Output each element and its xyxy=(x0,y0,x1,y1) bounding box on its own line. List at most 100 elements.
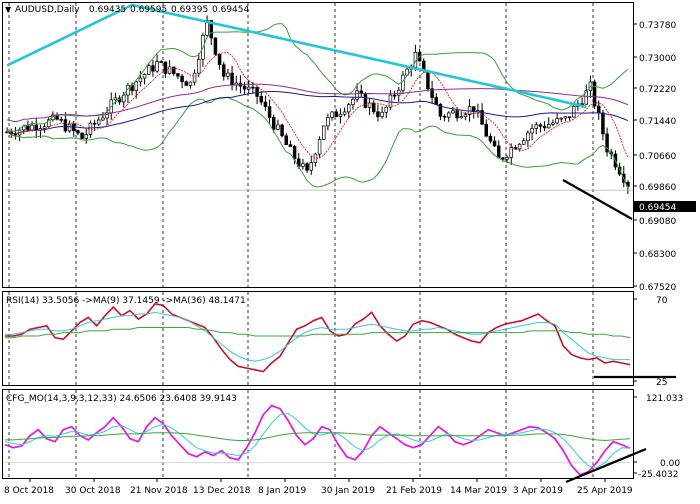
candle-body xyxy=(180,75,184,83)
candle-body xyxy=(251,86,255,89)
candle-body xyxy=(155,61,159,72)
moving-average-navy xyxy=(6,91,629,135)
candle-body xyxy=(517,143,522,150)
candle-body xyxy=(142,74,147,79)
bollinger-lower-band xyxy=(6,96,629,189)
x-tick-label: 30 Jan 2019 xyxy=(321,486,375,496)
candle-body xyxy=(84,134,88,139)
candle-body xyxy=(242,85,247,90)
candle-body xyxy=(605,133,609,153)
candle-body xyxy=(571,106,576,118)
price-trendline xyxy=(562,179,633,220)
oscillator-tick-label: -25.4032 xyxy=(638,470,678,480)
candle-body xyxy=(526,132,530,141)
candle-body xyxy=(317,139,322,155)
candle-body xyxy=(280,124,284,137)
rsi-ma-fast-line xyxy=(5,311,630,362)
oscillator-tick-label: 0.00 xyxy=(660,459,680,469)
candle-body xyxy=(509,147,514,158)
ohlc-high: 0.69595 xyxy=(130,5,167,15)
candle-body xyxy=(555,118,559,124)
price-tick-label: 0.72220 xyxy=(639,85,676,95)
candle-body xyxy=(596,105,601,114)
candle-body xyxy=(347,104,351,113)
candle-body xyxy=(76,130,80,134)
candle-body xyxy=(197,58,201,74)
candle-body xyxy=(351,98,355,105)
oscillator-panel-title: CFG_MO(14,3,9,3,12,33) 24.6506 23.6408 3… xyxy=(6,394,237,404)
candle-body xyxy=(463,114,468,118)
candle-body xyxy=(484,123,489,137)
ohlc-open: 0.69435 xyxy=(89,5,126,15)
price-tick-label: 0.68300 xyxy=(639,250,676,260)
oscillator-panel-frame xyxy=(2,389,634,479)
price-layer xyxy=(5,3,633,220)
candle-body xyxy=(584,90,588,105)
candle-body xyxy=(284,135,289,146)
candle-body xyxy=(592,81,597,107)
candle-body xyxy=(192,72,197,83)
candle-body xyxy=(272,117,276,130)
x-tick-label: 21 Nov 2018 xyxy=(130,486,188,496)
candle-body xyxy=(96,119,101,125)
candle-body xyxy=(113,97,118,101)
candle-body xyxy=(563,116,568,119)
candle-body xyxy=(551,122,555,125)
x-tick-label: 13 Dec 2018 xyxy=(193,486,251,496)
x-tick-label: 21 Feb 2019 xyxy=(386,486,442,496)
candle-body xyxy=(542,125,547,129)
candle-body xyxy=(176,73,180,77)
candle-body xyxy=(601,112,605,135)
x-tick-label: 8 Oct 2018 xyxy=(4,486,54,496)
x-tick-label: 25 Apr 2019 xyxy=(577,486,633,496)
candle-body xyxy=(80,132,84,139)
moving-average-purple xyxy=(6,83,629,123)
candle-body xyxy=(617,166,622,175)
candle-body xyxy=(292,146,297,160)
candle-body xyxy=(384,106,389,113)
candle-body xyxy=(167,66,172,74)
candle-body xyxy=(22,125,26,131)
candle-body xyxy=(59,118,63,121)
candle-body xyxy=(447,112,451,118)
candle-body xyxy=(172,66,176,74)
oscillator-tick-label: 121.033 xyxy=(646,394,683,404)
candle-body xyxy=(451,110,455,114)
candle-body xyxy=(501,157,505,160)
candle-body xyxy=(184,81,189,86)
moving-average-red xyxy=(6,52,629,159)
candle-body xyxy=(330,111,334,118)
price-panel-title: AUDUSD,Daily xyxy=(15,5,80,15)
candle-body xyxy=(334,111,339,117)
oscillator-trendline xyxy=(565,447,647,484)
candle-body xyxy=(426,70,430,90)
x-tick-label: 14 Mar 2019 xyxy=(450,486,507,496)
candle-body xyxy=(559,117,563,120)
candle-body xyxy=(530,128,534,134)
candle-body xyxy=(388,94,393,108)
axis-layer xyxy=(29,23,637,482)
candle-body xyxy=(92,122,97,125)
candle-body xyxy=(147,65,151,75)
rsi-line xyxy=(5,302,631,373)
candle-body xyxy=(259,96,264,103)
oscillator-layer xyxy=(4,404,647,484)
candle-body xyxy=(255,86,259,97)
x-tick-label: 3 Apr 2019 xyxy=(513,486,563,496)
candle-body xyxy=(30,124,34,131)
candle-body xyxy=(376,111,380,117)
candle-body xyxy=(134,81,139,91)
candle-body xyxy=(42,126,47,129)
candle-body xyxy=(226,72,230,77)
candle-body xyxy=(455,110,459,119)
last-price-badge xyxy=(634,201,696,212)
candle-body xyxy=(430,88,434,98)
candle-body xyxy=(101,117,105,121)
candle-body xyxy=(105,112,109,119)
candle-body xyxy=(247,86,251,90)
candle-body xyxy=(276,124,280,130)
rsi-panel-frame xyxy=(2,291,634,386)
candle-body xyxy=(263,101,268,108)
candle-body xyxy=(521,140,526,145)
candle-body xyxy=(322,125,326,140)
